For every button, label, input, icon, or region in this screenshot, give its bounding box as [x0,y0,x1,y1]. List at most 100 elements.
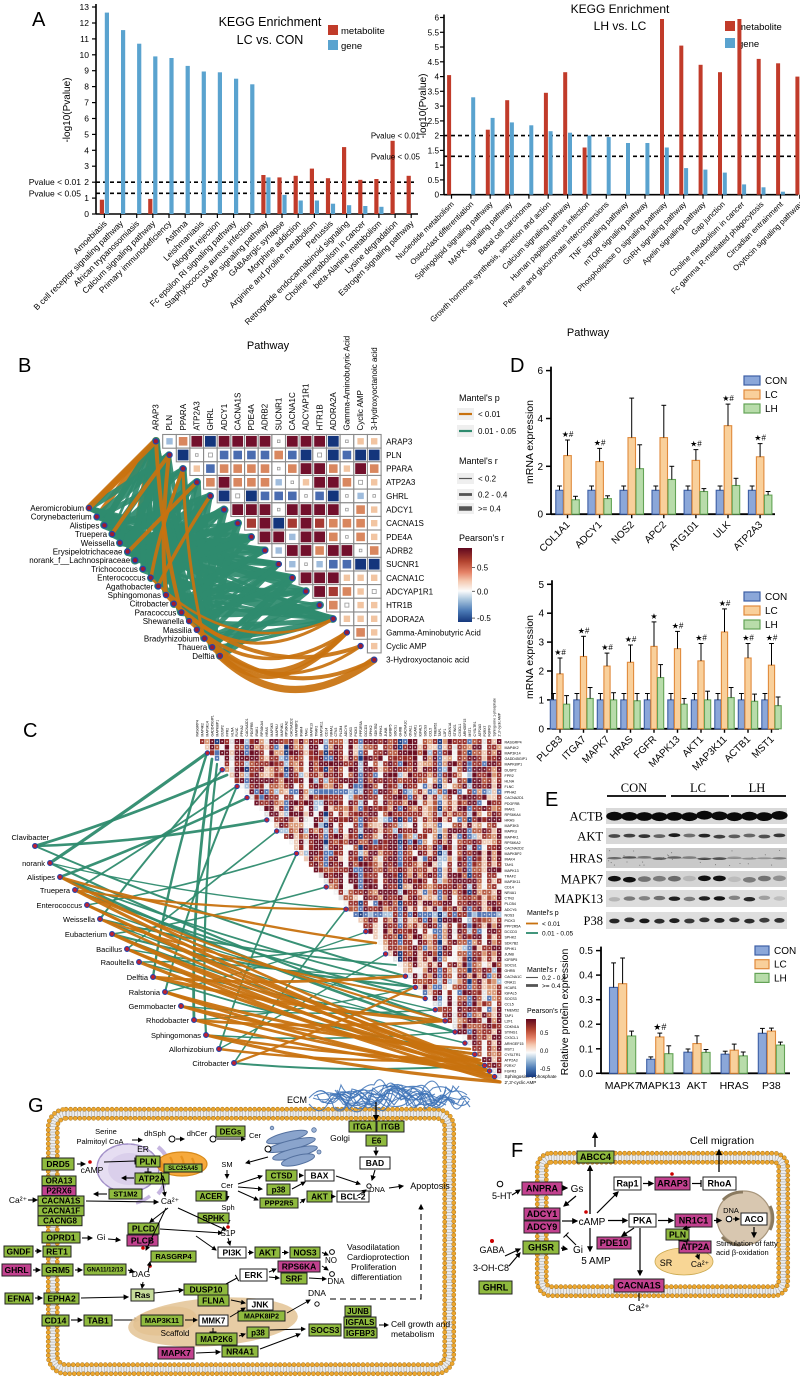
svg-text:Citrobacter: Citrobacter [192,1059,229,1068]
svg-text:norank_f__Lachnospiraceae: norank_f__Lachnospiraceae [29,556,131,565]
svg-text:Sphingomonas: Sphingomonas [151,1031,201,1040]
svg-text:ORA13: ORA13 [46,1177,73,1186]
svg-text:PLCB4: PLCB4 [339,726,343,737]
svg-text:SOCS3: SOCS3 [505,997,517,1001]
svg-text:Allorhizobium: Allorhizobium [169,1045,214,1054]
svg-text:Pvalue < 0.05: Pvalue < 0.05 [371,152,421,161]
svg-text:3-Hydroxyoctanoic acid: 3-Hydroxyoctanoic acid [370,347,379,430]
svg-text:differentiation: differentiation [351,1272,402,1282]
svg-text:Stimulation of fatty: Stimulation of fatty [716,1239,778,1248]
svg-text:CACNA1S: CACNA1S [233,393,242,431]
svg-text:3: 3 [538,638,544,649]
svg-text:5 AMP: 5 AMP [581,1256,611,1267]
svg-text:DUSP2: DUSP2 [220,725,224,736]
svg-text:IGFBP5: IGFBP5 [389,724,393,736]
svg-text:ADCY1: ADCY1 [220,403,229,430]
svg-text:S1P: S1P [220,1229,235,1238]
svg-text:gene: gene [738,39,759,50]
svg-text:DNA: DNA [723,1206,739,1215]
svg-text:ADRB2: ADRB2 [386,547,413,556]
svg-text:Weissella: Weissella [81,539,116,548]
svg-text:ARAP3: ARAP3 [152,404,161,431]
svg-text:Ralstonia: Ralstonia [129,988,161,997]
svg-text:Raoultella: Raoultella [101,958,135,967]
svg-text:★#: ★# [742,634,754,643]
svg-text:★#: ★# [719,599,731,608]
svg-text:SPHK1: SPHK1 [505,947,517,951]
svg-text:CACNA1C: CACNA1C [288,392,297,430]
svg-text:GHSR: GHSR [528,1243,555,1253]
svg-text:HRAS: HRAS [505,819,516,823]
svg-text:IGFBP5: IGFBP5 [505,958,518,962]
svg-text:TAB1: TAB1 [87,1316,109,1326]
svg-text:acid β-oxidation: acid β-oxidation [716,1248,769,1257]
svg-text:Corynebacterium: Corynebacterium [31,513,92,522]
svg-text:GADD45GIP1: GADD45GIP1 [505,757,528,761]
svg-text:ATG101: ATG101 [667,519,701,553]
svg-text:GNDF: GNDF [6,1247,30,1257]
svg-text:Pvalue < 0.01: Pvalue < 0.01 [371,132,421,141]
svg-text:ARHGEF15: ARHGEF15 [463,718,467,736]
svg-text:CACNA1F: CACNA1F [42,1207,80,1216]
svg-text:★: ★ [650,612,657,621]
svg-text:CACNA2D2: CACNA2D2 [505,846,524,850]
svg-text:PLCB3: PLCB3 [535,734,565,764]
svg-text:CACNA2D1: CACNA2D1 [245,718,249,736]
svg-text:IGFAL5: IGFAL5 [418,725,422,737]
svg-text:ADRB2: ADRB2 [261,403,270,430]
svg-text:>= 0.4: >= 0.4 [478,505,501,514]
svg-text:TMEM52: TMEM52 [505,1008,520,1012]
svg-text:★#: ★# [554,648,566,657]
svg-text:SLC25A45: SLC25A45 [168,1166,198,1172]
svg-text:SUCNR1: SUCNR1 [274,397,283,430]
svg-text:ARHGEF15: ARHGEF15 [505,1042,524,1046]
svg-text:CX3CL1: CX3CL1 [458,724,462,737]
svg-text:G: G [28,1095,44,1117]
svg-text:Ca²⁺: Ca²⁺ [691,1259,710,1269]
svg-text:COL1A1: COL1A1 [538,519,573,554]
svg-text:2: 2 [434,132,439,141]
svg-text:TRAF2: TRAF2 [314,726,318,737]
svg-text:-0.5: -0.5 [540,1067,551,1073]
svg-text:A: A [32,9,46,31]
svg-text:MAPK13: MAPK13 [505,869,519,873]
svg-text:SR: SR [660,1258,673,1268]
svg-text:Citrobacter: Citrobacter [130,600,169,609]
svg-text:MAPK13: MAPK13 [310,723,314,736]
svg-text:RET1: RET1 [46,1247,68,1257]
svg-text:ACO: ACO [745,1214,764,1224]
svg-text:Bacillus: Bacillus [96,945,122,954]
svg-text:0.5: 0.5 [540,1031,549,1037]
svg-text:LH: LH [749,781,766,795]
svg-text:CACNA1C: CACNA1C [386,574,424,583]
svg-text:2.5: 2.5 [428,117,440,126]
svg-text:Gemmobacter: Gemmobacter [128,1002,176,1011]
svg-text:3-Hydroxyoctanoic acid: 3-Hydroxyoctanoic acid [386,656,469,665]
svg-text:MAP4K1: MAP4K1 [280,723,284,736]
svg-text:Enterococcus: Enterococcus [97,574,145,583]
svg-text:0.5: 0.5 [477,564,489,573]
svg-text:Ca²⁺: Ca²⁺ [628,1303,649,1314]
svg-text:D: D [510,355,524,377]
svg-text:MAPK13: MAPK13 [554,892,603,906]
svg-text:PLCD: PLCD [132,1224,155,1234]
svg-text:4: 4 [84,145,89,155]
svg-text:CACNA1S: CACNA1S [386,519,424,528]
svg-text:6: 6 [537,366,543,377]
svg-text:Thauera: Thauera [177,643,207,652]
svg-text:SDK7B2: SDK7B2 [374,723,378,736]
svg-text:MAPK7: MAPK7 [561,873,603,887]
svg-text:ADCY6: ADCY6 [344,725,348,736]
svg-text:★#: ★# [766,634,778,643]
svg-text:★#: ★# [601,643,613,652]
svg-text:9: 9 [84,66,89,76]
svg-text:FGFR3: FGFR3 [488,725,492,736]
svg-text:CON: CON [765,376,787,387]
svg-text:C: C [23,720,37,742]
svg-text:Alistipes: Alistipes [70,521,100,530]
svg-text:ACER: ACER [200,1192,223,1201]
svg-text:0.3: 0.3 [579,995,593,1006]
svg-text:DUSP10: DUSP10 [189,1285,222,1295]
svg-text:ADCY6: ADCY6 [505,908,517,912]
svg-text:MAPK8IP2: MAPK8IP2 [244,1314,279,1321]
